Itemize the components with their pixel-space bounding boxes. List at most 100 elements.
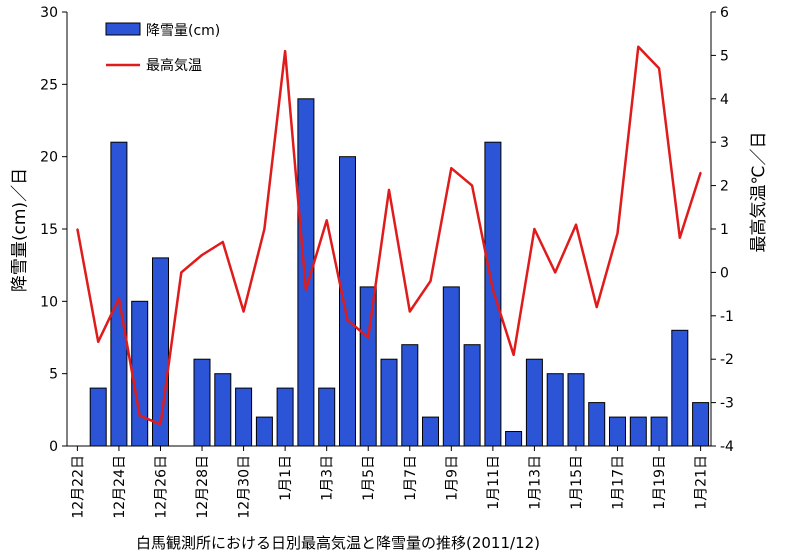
temperature-point-19 bbox=[450, 167, 453, 169]
bar-15 bbox=[359, 286, 377, 447]
x-tick-label: 1月3日 bbox=[320, 455, 336, 501]
y-left-tick-label: 30 bbox=[40, 5, 58, 21]
bar-24 bbox=[546, 373, 564, 447]
bar-14 bbox=[339, 156, 356, 447]
temperature-point-29 bbox=[658, 67, 660, 70]
temperature-point-25 bbox=[575, 223, 577, 226]
temperature-point-11 bbox=[284, 50, 286, 52]
x-tick-label: 1月17日 bbox=[611, 455, 627, 510]
bar-10 bbox=[255, 416, 273, 447]
legend: 降雪量(cm) 最高気温 bbox=[105, 22, 220, 74]
temperature-point-8 bbox=[222, 241, 224, 243]
legend-line-label: 最高気温 bbox=[146, 57, 202, 74]
y-right-tick-label: -2 bbox=[720, 352, 734, 368]
x-tick-label: 12月24日 bbox=[112, 455, 128, 519]
bar-3 bbox=[110, 141, 128, 447]
temperature-point-7 bbox=[201, 254, 203, 256]
x-tick-label: 12月22日 bbox=[70, 455, 86, 519]
y-right-tick-label: 6 bbox=[720, 5, 729, 21]
bar-19 bbox=[442, 286, 460, 447]
temperature-point-6 bbox=[180, 271, 183, 274]
temperature-point-15 bbox=[367, 336, 370, 339]
y-right-tick-label: -3 bbox=[720, 396, 734, 412]
y-left-tick-label: 0 bbox=[49, 439, 58, 455]
temperature-point-1 bbox=[76, 228, 79, 230]
x-tick-label: 12月30日 bbox=[237, 455, 253, 519]
y-left-tick-label: 20 bbox=[40, 150, 58, 166]
temperature-point-31 bbox=[699, 171, 702, 174]
y-right-tick-label: 5 bbox=[720, 48, 729, 64]
legend-bar-label: 降雪量(cm) bbox=[146, 23, 220, 39]
y-left-tick-label: 10 bbox=[40, 294, 58, 310]
temperature-point-14 bbox=[346, 319, 349, 321]
bar-9 bbox=[235, 387, 253, 447]
temperature-point-22 bbox=[512, 354, 515, 356]
bar-2 bbox=[89, 387, 107, 447]
x-axis-title: 白馬観測所における日別最高気温と降雪量の推移(2011/12) bbox=[136, 534, 540, 552]
y-right-tick-label: 1 bbox=[720, 222, 729, 238]
bar-7 bbox=[193, 358, 211, 447]
temperature-point-18 bbox=[429, 280, 432, 282]
bar-27 bbox=[609, 416, 626, 447]
temperature-point-30 bbox=[679, 236, 681, 239]
axes: 0 5 10 15 20 25 30 -4 -3 -2 -1 0 1 2 3 4 5 6 12月22日 12月24日 1… bbox=[40, 5, 734, 519]
temperature-point-24 bbox=[554, 271, 556, 274]
x-tick-label: 1月13日 bbox=[527, 455, 543, 510]
x-tick-label: 1月19日 bbox=[652, 455, 668, 510]
x-tick-label: 1月1日 bbox=[278, 455, 294, 501]
bar-29 bbox=[650, 416, 668, 447]
bar-26 bbox=[588, 402, 606, 447]
temperature-point-3 bbox=[118, 297, 120, 300]
bar-8 bbox=[214, 373, 232, 447]
temperature-point-10 bbox=[263, 228, 266, 230]
legend-bar-swatch bbox=[105, 22, 141, 36]
bar-30 bbox=[671, 329, 689, 447]
bar-20 bbox=[463, 344, 481, 447]
bar-22 bbox=[505, 431, 523, 447]
x-tick-label: 1月5日 bbox=[361, 455, 377, 501]
y-left-tick-label: 15 bbox=[40, 222, 58, 238]
y-axis-right-title: 最高気温℃／日 bbox=[749, 131, 769, 252]
temperature-point-16 bbox=[388, 189, 390, 191]
y-right-tick-label: 0 bbox=[720, 265, 729, 281]
y-right-tick-label: -4 bbox=[720, 439, 734, 455]
temperature-point-9 bbox=[242, 310, 245, 313]
temperature-point-13 bbox=[325, 219, 328, 222]
temperature-point-26 bbox=[595, 306, 598, 308]
x-tick-label: 12月28日 bbox=[195, 455, 211, 519]
x-tick-label: 1月11日 bbox=[486, 455, 502, 510]
x-tick-label: 1月15日 bbox=[569, 455, 585, 510]
bar-series bbox=[89, 98, 710, 447]
line-series bbox=[76, 45, 702, 426]
bar-25 bbox=[567, 373, 585, 447]
temperature-point-2 bbox=[97, 341, 99, 343]
bar-16 bbox=[380, 358, 398, 447]
y-right-tick-label: 4 bbox=[720, 92, 729, 108]
temperature-point-27 bbox=[616, 232, 619, 235]
bar-23 bbox=[525, 358, 543, 447]
temperature-point-17 bbox=[409, 310, 411, 313]
temperature-point-21 bbox=[492, 289, 494, 291]
bar-21 bbox=[484, 141, 502, 447]
bar-11 bbox=[276, 387, 294, 447]
y-right-tick-label: 2 bbox=[720, 179, 729, 195]
temperature-point-20 bbox=[471, 184, 473, 187]
bar-17 bbox=[401, 344, 419, 447]
temperature-point-23 bbox=[533, 228, 536, 230]
y-left-tick-label: 5 bbox=[49, 367, 58, 383]
bar-31 bbox=[692, 402, 710, 447]
temperature-point-5 bbox=[159, 423, 162, 426]
y-left-tick-label: 25 bbox=[40, 77, 58, 93]
temperature-point-28 bbox=[637, 45, 640, 48]
bar-28 bbox=[629, 416, 647, 447]
y-right-tick-label: -1 bbox=[720, 309, 734, 325]
bar-4 bbox=[131, 300, 149, 447]
x-tick-label: 1月21日 bbox=[694, 455, 710, 510]
y-axis-left-title: 降雪量(cm)／日 bbox=[10, 168, 30, 292]
temperature-point-4 bbox=[138, 414, 141, 417]
bar-13 bbox=[318, 387, 336, 447]
x-tick-label: 1月9日 bbox=[444, 455, 460, 501]
x-tick-label: 1月7日 bbox=[403, 455, 419, 501]
y-right-tick-label: 3 bbox=[720, 135, 729, 151]
